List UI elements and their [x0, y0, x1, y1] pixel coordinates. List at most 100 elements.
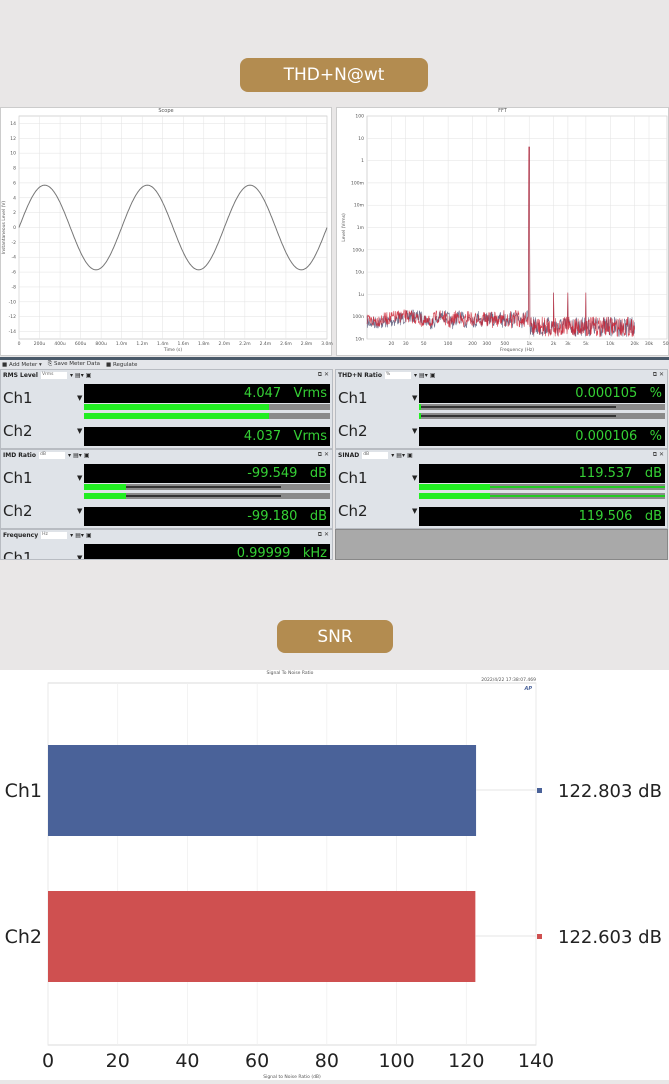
x-tick-label: 3.0m	[321, 341, 333, 347]
popout-icon[interactable]: ⧉	[317, 451, 323, 458]
meter-readout: -99.549 dB	[84, 464, 330, 483]
meter-unit: dB	[309, 466, 327, 481]
y-tick-label: 10	[358, 136, 364, 142]
level-fill	[84, 404, 269, 410]
channel-dropdown-icon[interactable]: ▼	[77, 394, 83, 402]
y-tick-label: 10n	[355, 337, 364, 343]
ap-logo: AP	[523, 686, 532, 692]
meter-options-icon[interactable]: ▾ ▤▾ ▣	[391, 451, 413, 459]
unit-select[interactable]: Hz	[41, 531, 68, 539]
level-bar	[84, 413, 330, 419]
y-tick-label: -12	[9, 314, 16, 320]
x-tick-label: 2k	[551, 341, 557, 347]
meter-readout: 119.506 dB	[419, 507, 665, 526]
popout-icon[interactable]: ⧉	[652, 451, 658, 458]
y-tick-label: 2	[13, 210, 16, 216]
level-bar	[84, 493, 330, 499]
x-tick-label: 1.2m	[136, 341, 148, 347]
level-bar	[419, 413, 665, 419]
unit-select[interactable]: dB	[362, 451, 389, 459]
channel-label: Ch2	[338, 502, 368, 520]
channel-dropdown-icon[interactable]: ▼	[77, 427, 83, 435]
x-tick-label: 500	[500, 341, 509, 347]
channel-dropdown-icon[interactable]: ▼	[412, 427, 418, 435]
meter-readout: 0.000105 %	[419, 384, 665, 403]
popout-icon[interactable]: ⧉	[317, 371, 323, 378]
meter-unit: Vrms	[293, 386, 327, 401]
close-icon[interactable]: ✕	[323, 531, 329, 538]
peak-line	[419, 486, 665, 488]
meter-title: RMS Level	[3, 371, 38, 379]
meter-unit: kHz	[302, 546, 327, 560]
meter-header: SINAD dB ▾ ▤▾ ▣ ⧉ ✕	[336, 450, 667, 460]
y-tick-label: 10	[10, 151, 16, 157]
unit-select[interactable]: dB	[39, 451, 65, 459]
empty-meter-slot	[335, 529, 668, 560]
y-tick-label: -6	[12, 270, 17, 276]
x-tick-label: 60	[245, 1050, 269, 1072]
level-fill	[84, 493, 126, 499]
y-tick-label: -2	[12, 240, 17, 246]
channel-dropdown-icon[interactable]: ▼	[77, 507, 83, 515]
close-icon[interactable]: ✕	[323, 371, 329, 378]
x-tick-label: 2.2m	[239, 341, 251, 347]
close-icon[interactable]: ✕	[323, 451, 329, 458]
level-fill	[419, 484, 491, 490]
meter-toolbar: ■ Add Meter ▾ ⎘ Save Meter Data ■ Regula…	[0, 357, 669, 369]
y-tick-label: 100	[355, 114, 364, 120]
y-tick-label: 10u	[355, 270, 364, 276]
peak-line	[84, 495, 281, 497]
fft-chart: 20 30 50 100 200 300 500 1k 2k 3k 5k 10k 20k 30k 50k 10…	[341, 114, 669, 354]
unit-select[interactable]: %	[384, 371, 411, 379]
meter-header: IMD Ratio dB ▾ ▤▾ ▣ ⧉ ✕	[1, 450, 332, 460]
x-axis-label: Frequency (Hz)	[500, 347, 534, 353]
channel-dropdown-icon[interactable]: ▼	[77, 474, 83, 482]
snr-chart: Signal To Noise Ratio 2022/4/22 17:38:07.…	[5, 670, 662, 1080]
channel-label: Ch1	[3, 389, 33, 407]
scope-chart: 0 200u 400u 600u 800u 1.0m 1.2m 1.4m 1.6m 1.8m 2.0…	[1, 115, 333, 353]
meter-options-icon[interactable]: ▾ ▤▾ ▣	[413, 371, 436, 379]
y-tick-label: 100u	[353, 247, 365, 253]
sine-trace	[18, 184, 328, 271]
x-tick-label: 200u	[34, 341, 46, 347]
close-icon[interactable]: ✕	[658, 451, 664, 458]
channel-label: Ch1	[338, 389, 368, 407]
x-tick-label: 1k	[526, 341, 532, 347]
meter-unit: dB	[644, 466, 662, 481]
channel-dropdown-icon[interactable]: ▼	[412, 394, 418, 402]
x-tick-label: 120	[448, 1050, 484, 1072]
level-bar	[419, 484, 665, 490]
channel-dropdown-icon[interactable]: ▼	[77, 554, 83, 560]
level-fill	[419, 493, 491, 499]
section-label-snr: SNR	[277, 620, 393, 653]
popout-icon[interactable]: ⧉	[652, 371, 658, 378]
meter-thd-n-ratio: THD+N Ratio% ▾ ▤▾ ▣ ⧉ ✕ Ch1 ▼ 0.000105 % Ch2…	[335, 369, 668, 449]
scope-title: Scope	[158, 108, 174, 114]
popout-icon[interactable]: ⧉	[317, 531, 323, 538]
level-bar	[84, 404, 330, 410]
x-tick-label: 2.6m	[280, 341, 292, 347]
meter-readout: 0.000106 %	[419, 427, 665, 446]
meter-header: RMS Level Vrms ▾ ▤▾ ▣ ⧉ ✕	[1, 370, 332, 380]
meter-readout: 4.037 Vrms	[84, 427, 330, 446]
plot-frame	[47, 682, 537, 1046]
add-meter-button[interactable]: ■ Add Meter ▾	[2, 361, 42, 368]
regulate-button[interactable]: ■ Regulate	[106, 361, 138, 368]
fft-title: FFT	[498, 108, 507, 114]
x-tick-label: 0	[42, 1050, 54, 1072]
x-tick-label: 1.6m	[177, 341, 189, 347]
y-tick-label: 8	[13, 166, 16, 172]
meter-options-icon[interactable]: ▾ ▤▾ ▣	[69, 371, 92, 379]
channel-dropdown-icon[interactable]: ▼	[412, 507, 418, 515]
meter-options-icon[interactable]: ▾ ▤▾ ▣	[68, 451, 90, 459]
channel-dropdown-icon[interactable]: ▼	[412, 474, 418, 482]
meter-sinad: SINAD dB ▾ ▤▾ ▣ ⧉ ✕ Ch1 ▼ 119.537 dB Ch2 ▼ 11…	[335, 449, 668, 529]
close-icon[interactable]: ✕	[658, 371, 664, 378]
x-tick-label: 50k	[663, 341, 669, 347]
y-tick-label: -10	[9, 299, 16, 305]
unit-select[interactable]: Vrms	[40, 371, 67, 379]
meter-options-icon[interactable]: ▾ ▤▾ ▣	[70, 531, 92, 539]
x-tick-label: 20	[389, 341, 395, 347]
save-meter-data-button[interactable]: ⎘ Save Meter Data	[47, 361, 101, 367]
y-tick-label: 1u	[358, 292, 364, 298]
